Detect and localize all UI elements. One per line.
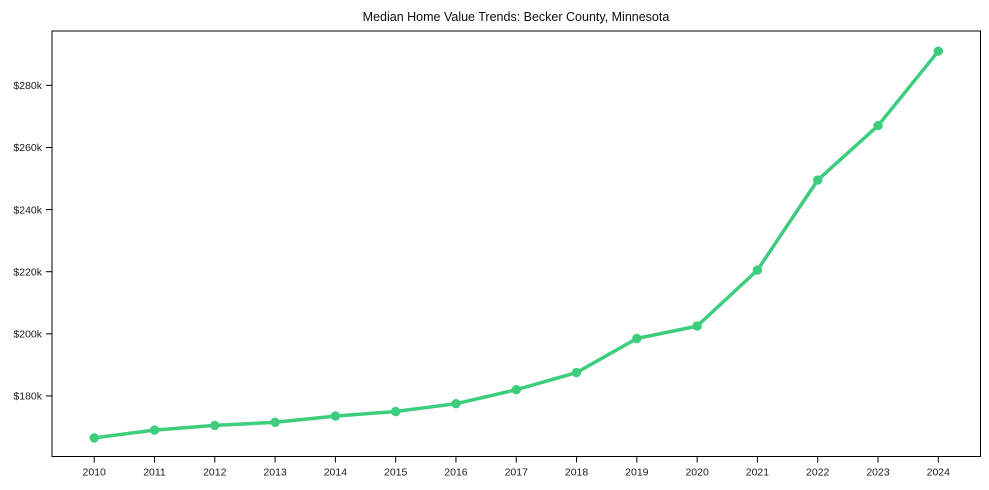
data-point-marker bbox=[873, 121, 883, 131]
data-point-marker bbox=[451, 399, 461, 409]
y-axis-tick-label: $240k bbox=[13, 204, 42, 216]
x-axis-tick-label: 2016 bbox=[444, 467, 468, 479]
x-axis-tick-label: 2021 bbox=[746, 467, 770, 479]
data-point-marker bbox=[511, 385, 521, 395]
x-axis-tick-label: 2012 bbox=[203, 467, 227, 479]
data-point-marker bbox=[571, 367, 582, 378]
data-point-marker bbox=[752, 265, 763, 275]
x-axis-tick-label: 2015 bbox=[384, 467, 408, 479]
x-axis-tick-label: 2011 bbox=[143, 467, 166, 479]
data-point-marker bbox=[330, 411, 341, 421]
data-point-marker bbox=[210, 420, 220, 431]
data-point-marker bbox=[933, 46, 943, 56]
data-point-marker bbox=[632, 333, 642, 344]
y-axis-tick-label: $280k bbox=[13, 80, 42, 92]
chart-title: Median Home Value Trends: Becker County,… bbox=[363, 10, 670, 24]
x-axis-tick-label: 2010 bbox=[83, 467, 107, 479]
x-axis-tick-label: 2023 bbox=[866, 467, 890, 479]
data-point-marker bbox=[692, 321, 702, 331]
data-point-marker bbox=[89, 433, 99, 443]
y-axis-tick-label: $200k bbox=[13, 328, 42, 340]
plot-area: $180k $200k $220k $240k $260k $280k 2010 2011 20… bbox=[13, 30, 981, 479]
data-point-marker bbox=[270, 417, 280, 427]
data-point-marker bbox=[391, 406, 401, 417]
x-axis-tick-label: 2024 bbox=[927, 467, 951, 479]
x-axis-tick-label: 2019 bbox=[625, 467, 649, 479]
x-axis-tick-label: 2013 bbox=[263, 467, 287, 479]
y-axis-tick-label: $260k bbox=[13, 142, 42, 154]
x-axis-tick-label: 2017 bbox=[505, 467, 529, 479]
trend-line bbox=[92, 49, 941, 440]
x-axis-tick-label: 2022 bbox=[806, 467, 830, 479]
data-point-marker bbox=[813, 175, 823, 185]
y-axis-tick-label: $180k bbox=[13, 391, 42, 403]
x-axis-tick-label: 2020 bbox=[685, 467, 709, 479]
x-axis-tick-label: 2014 bbox=[324, 467, 348, 479]
data-point-marker bbox=[149, 425, 160, 435]
x-axis-tick-label: 2018 bbox=[565, 467, 589, 479]
y-axis-tick-label: $220k bbox=[13, 266, 42, 278]
